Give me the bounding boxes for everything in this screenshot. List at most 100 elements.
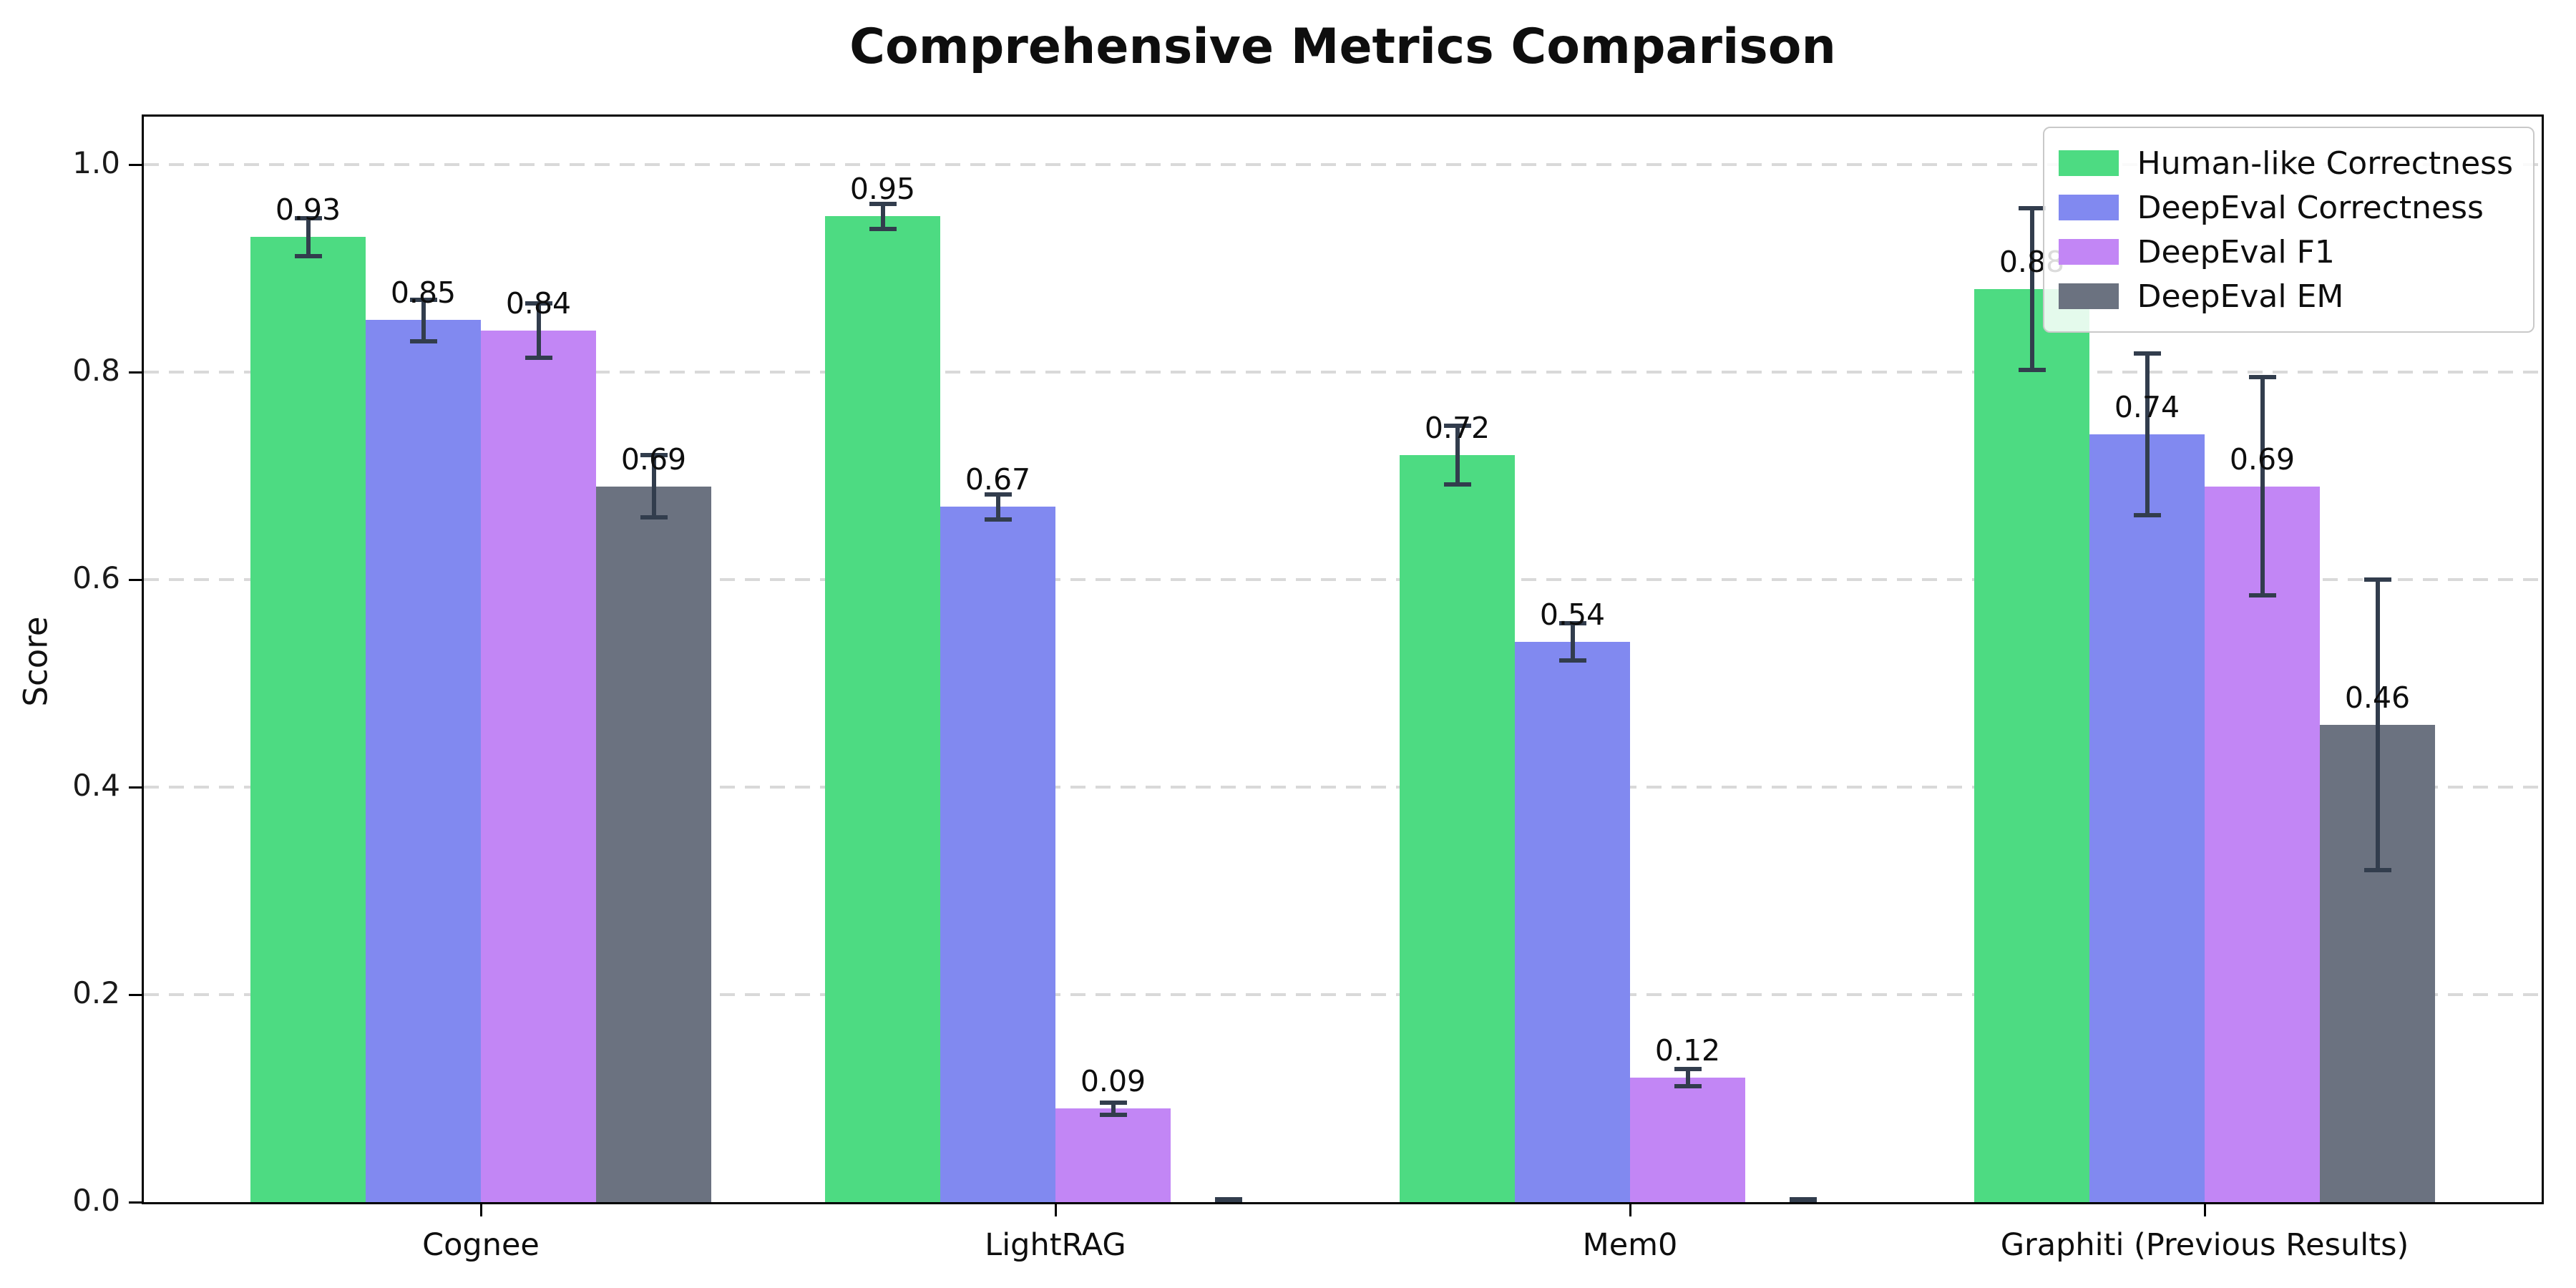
error-bar	[2029, 208, 2034, 371]
x-tick	[1055, 1204, 1057, 1216]
bar-value-label: 0.69	[2229, 442, 2296, 477]
y-tick	[129, 786, 142, 789]
legend-label: DeepEval F1	[2137, 233, 2335, 270]
bar-value-label: 0.84	[505, 286, 572, 321]
error-bar-cap-top	[640, 453, 668, 457]
error-bar-cap-bottom	[1789, 1200, 1817, 1202]
error-bar-cap-top	[869, 202, 897, 207]
error-bar	[995, 494, 1000, 519]
error-bar-cap-bottom	[2363, 868, 2391, 872]
bar	[825, 216, 940, 1202]
error-bar-cap-top	[1099, 1100, 1127, 1105]
legend-label: DeepEval EM	[2137, 278, 2344, 315]
bar	[1515, 642, 1630, 1202]
bar	[596, 487, 711, 1202]
bar-value-label: 0.72	[1424, 411, 1491, 445]
error-bar	[2145, 353, 2150, 516]
bar	[250, 237, 366, 1202]
error-bar-cap-top	[2363, 577, 2391, 582]
chart-title: Comprehensive Metrics Comparison	[849, 19, 1836, 75]
x-tick-label: Graphiti (Previous Results)	[2000, 1227, 2409, 1263]
error-bar-cap-top	[525, 301, 552, 306]
y-tick	[129, 579, 142, 581]
error-bar-cap-top	[1443, 424, 1471, 429]
error-bar	[2260, 377, 2265, 595]
legend-swatch	[2058, 239, 2119, 265]
bar-value-label: 0.93	[275, 192, 341, 227]
x-tick-label: Mem0	[1582, 1227, 1678, 1263]
error-bar	[306, 218, 311, 256]
gridline	[144, 163, 2542, 166]
y-tick	[129, 371, 142, 374]
bar	[2205, 487, 2320, 1202]
x-tick	[1629, 1204, 1631, 1216]
x-tick-label: Cognee	[422, 1227, 540, 1263]
error-bar	[1685, 1069, 1690, 1086]
error-bar	[536, 303, 541, 358]
error-bar	[2375, 580, 2380, 870]
error-bar-cap-top	[1674, 1067, 1702, 1072]
y-tick-label: 1.0	[72, 145, 120, 180]
legend-item: Human-like Correctness	[2058, 141, 2513, 185]
error-bar-cap-bottom	[294, 253, 322, 258]
error-bar	[1111, 1102, 1116, 1116]
y-tick	[129, 1201, 142, 1204]
error-bar-cap-bottom	[1214, 1200, 1242, 1202]
y-tick	[129, 994, 142, 996]
bar-value-label: 0.46	[2344, 680, 2411, 715]
x-tick	[2204, 1204, 2206, 1216]
error-bar-cap-top	[1558, 620, 1586, 625]
gridline	[144, 993, 2542, 996]
legend-swatch	[2058, 150, 2119, 176]
bar	[1974, 289, 2089, 1202]
bar	[940, 507, 1055, 1202]
error-bar-cap-bottom	[409, 338, 437, 343]
legend-item: DeepEval EM	[2058, 274, 2513, 318]
error-bar-cap-bottom	[2018, 368, 2046, 373]
x-tick-label: LightRAG	[985, 1227, 1126, 1263]
y-tick-label: 0.2	[72, 975, 120, 1010]
error-bar	[1455, 426, 1460, 484]
legend: Human-like Correctness DeepEval Correctne…	[2042, 127, 2534, 333]
bar	[1055, 1108, 1171, 1202]
error-bar-cap-bottom	[1443, 482, 1471, 487]
bar-value-label: 0.69	[620, 442, 687, 477]
error-bar-cap-bottom	[869, 226, 897, 231]
error-bar-cap-top	[2248, 375, 2276, 380]
bar	[1400, 455, 1515, 1202]
y-axis-title: Score	[16, 616, 55, 707]
bar-value-label: 0.54	[1539, 597, 1606, 632]
error-bar	[880, 204, 885, 229]
error-bar	[651, 455, 656, 517]
error-bar-cap-bottom	[640, 515, 668, 519]
plot-area: 0.93 0.85 0.84 0.69 0.95 0.67 0.09 0.72 0.54 0.12…	[142, 114, 2544, 1204]
error-bar	[421, 299, 426, 341]
gridline	[144, 578, 2542, 581]
y-tick-label: 0.4	[72, 768, 120, 803]
bar	[2089, 434, 2205, 1202]
error-bar-cap-bottom	[2133, 513, 2161, 518]
error-bar	[1570, 623, 1575, 661]
legend-label: Human-like Correctness	[2137, 145, 2513, 182]
error-bar-cap-top	[294, 216, 322, 221]
error-bar-cap-top	[984, 492, 1012, 497]
y-tick-label: 0.0	[72, 1183, 120, 1218]
error-bar-cap-top	[2133, 351, 2161, 356]
gridline	[144, 371, 2542, 374]
error-bar-cap-bottom	[525, 355, 552, 360]
error-bar-cap-top	[409, 297, 437, 302]
legend-item: DeepEval Correctness	[2058, 185, 2513, 230]
error-bar-cap-top	[1789, 1196, 1817, 1201]
bar-value-label: 0.09	[1080, 1064, 1146, 1098]
gridline	[144, 786, 2542, 789]
bar	[481, 331, 596, 1202]
error-bar-cap-bottom	[1558, 658, 1586, 663]
x-tick	[480, 1204, 482, 1216]
error-bar-cap-top	[2018, 205, 2046, 210]
bar-value-label: 0.67	[965, 462, 1031, 497]
legend-item: DeepEval F1	[2058, 230, 2513, 274]
error-bar-cap-bottom	[2248, 592, 2276, 597]
bar-value-label: 0.85	[390, 275, 457, 310]
bar	[1630, 1078, 1745, 1202]
